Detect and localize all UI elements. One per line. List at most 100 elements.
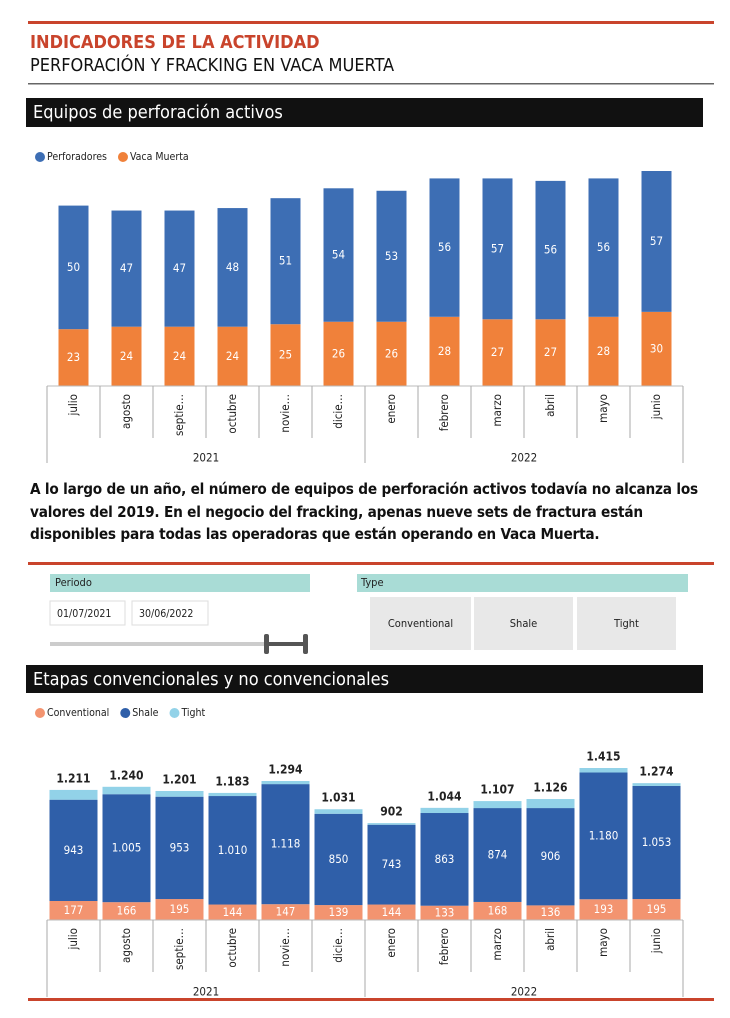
x-tick-label: marzo (490, 928, 504, 960)
type-option[interactable]: Conventional (388, 617, 453, 630)
x-tick-label: agosto (119, 394, 133, 429)
bar-segment (535, 180, 566, 320)
bar-segment (261, 784, 310, 905)
total-label: 1.044 (427, 789, 462, 803)
total-label: 1.031 (321, 791, 355, 805)
date-end[interactable]: 30/06/2022 (139, 608, 193, 620)
date-input[interactable] (49, 600, 126, 626)
total-label: 1.294 (268, 762, 303, 776)
paragraph: A lo largo de un año, el número de equip… (30, 480, 698, 543)
bar-segment (208, 792, 257, 797)
bar-segment (429, 178, 460, 317)
bar-segment (526, 808, 575, 906)
bar-segment (535, 319, 566, 386)
type-option[interactable]: Shale (510, 617, 537, 630)
total-label: 1.211 (56, 771, 90, 785)
data-label: 874 (488, 848, 508, 862)
x-tick-label: marzo (490, 394, 504, 426)
total-label: 1.107 (480, 783, 514, 797)
x-tick-label: dicie… (331, 394, 345, 429)
bar-segment (314, 905, 363, 920)
data-label: 53 (385, 249, 398, 263)
total-label: 902 (380, 805, 403, 819)
bar-segment (579, 772, 628, 900)
bar-segment (208, 904, 257, 920)
data-label: 863 (435, 852, 455, 866)
data-label: 24 (226, 349, 239, 363)
rule (28, 83, 714, 85)
bar-segment (270, 198, 301, 325)
bar-segment (217, 208, 248, 327)
x-tick-label: septie… (172, 394, 186, 436)
bar-segment (588, 178, 619, 317)
x-tick-label: septie… (172, 928, 186, 970)
data-label: 195 (647, 902, 667, 916)
total-label: 1.274 (639, 765, 674, 779)
legend-label: Shale (132, 707, 158, 719)
bar-segment (164, 326, 195, 386)
data-label: 50 (67, 260, 80, 274)
bar-segment (208, 796, 257, 905)
x-tick-label: junio (649, 928, 663, 954)
bar-segment (261, 904, 310, 920)
data-label: 24 (173, 349, 186, 363)
data-label: 144 (382, 905, 402, 919)
type-buttons: Conventional Shale Tight (370, 597, 676, 650)
rule (28, 21, 714, 24)
x-tick-label: octubre (225, 928, 239, 968)
x-tick-label: dicie… (331, 928, 345, 963)
data-label: 26 (332, 346, 345, 360)
data-label: 28 (438, 344, 451, 358)
bar-segment (270, 324, 301, 386)
data-label: 953 (170, 840, 190, 854)
data-label: 47 (173, 261, 186, 275)
date-input[interactable] (131, 600, 209, 626)
slider-handle[interactable] (303, 634, 308, 654)
bar-segment (58, 205, 89, 330)
bar-segment (323, 188, 354, 322)
date-start[interactable]: 01/07/2021 (57, 608, 111, 620)
bar-segment (367, 823, 416, 825)
slider-handle[interactable] (264, 634, 269, 654)
legend-marker (120, 708, 131, 718)
type-button[interactable] (577, 597, 676, 650)
x-tick-label: abril (543, 928, 557, 951)
bar-segment (420, 813, 469, 906)
header-title: PERFORACIÓN Y FRACKING EN VACA MUERTA (30, 54, 394, 76)
x-tick-label: enero (384, 394, 398, 424)
total-label: 1.201 (162, 772, 196, 786)
type-option[interactable]: Tight (613, 617, 639, 630)
bar-segment (49, 900, 98, 920)
x-tick-label: abril (543, 394, 557, 417)
bar-segment (58, 329, 89, 386)
data-label: 25 (279, 348, 292, 362)
bar-segment (217, 326, 248, 386)
type-button[interactable] (474, 597, 573, 650)
filter-header (50, 574, 310, 592)
bar-segment (632, 785, 681, 900)
bar-segment (420, 807, 469, 814)
bar-segment (323, 321, 354, 386)
data-label: 168 (488, 903, 508, 917)
data-label: 54 (332, 248, 345, 262)
x-tick-label: mayo (596, 928, 610, 957)
bar-segment (155, 899, 204, 920)
bar-segment (155, 790, 204, 797)
legend-label: Tight (180, 707, 205, 719)
data-label: 56 (597, 240, 610, 254)
chart-title: Etapas convencionales y no convencionale… (33, 669, 389, 690)
data-label: 51 (279, 254, 292, 268)
group-label: 2021 (193, 985, 219, 999)
data-label: 906 (541, 849, 561, 863)
data-label: 136 (541, 905, 561, 919)
data-label: 1.180 (589, 828, 619, 842)
legend-label: Vaca Muerta (130, 151, 189, 163)
data-label: 743 (382, 857, 402, 871)
bar-segment (588, 316, 619, 386)
bar-segment (111, 210, 142, 327)
bar-segment (314, 809, 363, 814)
total-label: 1.240 (109, 768, 143, 782)
type-button[interactable] (370, 597, 471, 650)
x-tick-label: novie… (278, 394, 292, 433)
